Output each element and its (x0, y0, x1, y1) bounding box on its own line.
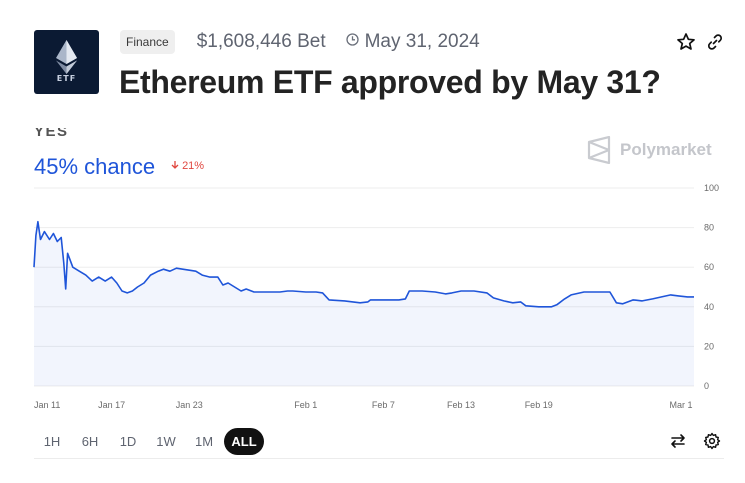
y-tick-label: 0 (704, 381, 709, 391)
polymarket-logo-icon (587, 136, 611, 164)
y-tick-label: 20 (704, 341, 714, 351)
range-button-1w[interactable]: 1W (156, 434, 176, 449)
arrow-down-icon (171, 161, 179, 169)
range-button-1m[interactable]: 1M (194, 434, 214, 449)
market-logo: ETF (34, 30, 99, 94)
outcome-label: YES (34, 128, 69, 140)
market-meta: Finance $1,608,446 Bet May 31, 2024 (120, 30, 480, 54)
y-tick-label: 60 (704, 262, 714, 272)
range-button-all[interactable]: ALL (224, 428, 264, 455)
range-button-1h[interactable]: 1H (43, 434, 61, 449)
x-tick-label: Feb 13 (447, 400, 475, 410)
change-badge: 21% (171, 160, 204, 172)
chart-grid (34, 187, 694, 387)
x-tick-label: Feb 7 (372, 400, 395, 410)
end-date-text: May 31, 2024 (364, 31, 480, 52)
time-range-selector: 1H 6H 1D 1W 1M ALL (34, 428, 266, 455)
chance-value: 45% chance (34, 154, 156, 179)
category-tag[interactable]: Finance (120, 30, 175, 54)
brand-name: Polymarket (620, 140, 712, 159)
star-icon[interactable] (676, 32, 696, 52)
y-tick-label: 100 (704, 183, 719, 193)
end-date: May 31, 2024 (345, 31, 480, 53)
range-button-6h[interactable]: 6H (81, 434, 99, 449)
x-tick-label: Jan 23 (176, 400, 203, 410)
swap-arrows-icon[interactable] (669, 432, 687, 450)
market-title: Ethereum ETF approved by May 31? (119, 64, 661, 100)
price-chart[interactable]: 0 20 40 60 80 100 Jan 11 Jan 17 Jan 23 Feb 1 Feb … (0, 180, 745, 420)
clock-icon (345, 32, 359, 46)
change-value: 21% (182, 160, 205, 172)
y-tick-label: 40 (704, 302, 714, 312)
x-tick-label: Feb 19 (525, 400, 553, 410)
bottom-divider (34, 458, 724, 459)
x-tick-label: Feb 1 (294, 400, 317, 410)
y-tick-label: 80 (704, 223, 714, 233)
x-tick-label: Mar 1 (670, 400, 693, 410)
logo-text: ETF (56, 74, 77, 83)
x-tick-label: Jan 17 (98, 400, 125, 410)
chart-area-fill (34, 221, 694, 386)
x-tick-label: Jan 11 (34, 400, 60, 410)
y-axis: 0 20 40 60 80 100 (704, 183, 719, 391)
range-button-1d[interactable]: 1D (119, 434, 137, 449)
link-icon[interactable] (705, 32, 725, 52)
gear-icon[interactable] (703, 432, 721, 450)
chart-series-line (33, 220, 694, 308)
volume-text: $1,608,446 Bet (196, 31, 326, 52)
polymarket-brand: Polymarket (586, 136, 712, 164)
x-axis: Jan 11 Jan 17 Jan 23 Feb 1 Feb 7 Feb 13 Feb 19… (34, 400, 693, 410)
ethereum-icon (56, 40, 77, 74)
